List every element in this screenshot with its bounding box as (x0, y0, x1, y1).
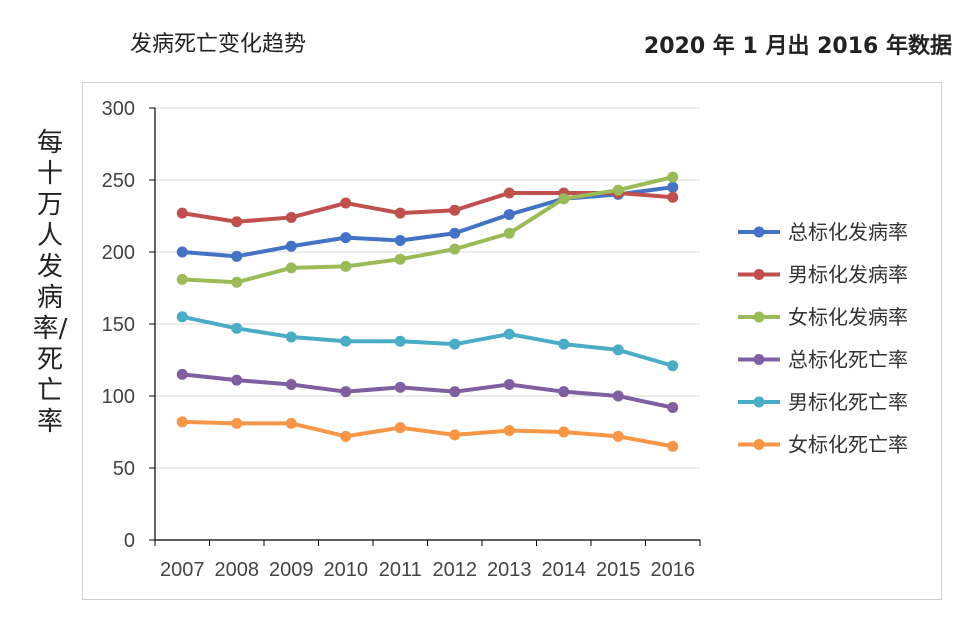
data-point (503, 378, 515, 390)
data-point (285, 378, 297, 390)
legend-marker (753, 396, 765, 408)
y-tick-label: 300 (102, 98, 135, 120)
data-point (176, 273, 188, 285)
data-point (394, 234, 406, 246)
legend-label: 男标化发病率 (788, 263, 908, 287)
y-tick-label: 250 (102, 170, 135, 192)
legend-label: 女标化死亡率 (788, 433, 908, 457)
data-point (340, 260, 352, 272)
data-point (503, 227, 515, 239)
series-line-6 (182, 419, 674, 449)
data-point (285, 262, 297, 274)
data-point (231, 322, 243, 334)
series-line-1 (182, 185, 674, 259)
y-tick-label: 50 (113, 458, 135, 480)
x-tick-label: 2008 (215, 559, 260, 581)
data-point (667, 360, 679, 372)
data-point (503, 328, 515, 340)
data-point (558, 426, 570, 438)
data-point (340, 335, 352, 347)
x-tick-label: 2015 (596, 559, 641, 581)
data-point (340, 386, 352, 398)
data-point (176, 368, 188, 380)
chart-frame (82, 82, 942, 600)
x-tick-label: 2013 (487, 559, 532, 581)
data-point (612, 184, 624, 196)
data-point (612, 344, 624, 356)
data-point (667, 171, 679, 183)
data-point (285, 211, 297, 223)
data-point (667, 191, 679, 203)
data-point (503, 425, 515, 437)
data-point (449, 204, 461, 216)
x-tick-label: 2012 (433, 559, 478, 581)
data-point (231, 250, 243, 262)
y-tick-label: 200 (102, 242, 135, 264)
series-line-4 (182, 372, 674, 410)
x-tick-label: 2010 (324, 559, 369, 581)
data-point (394, 422, 406, 434)
legend-marker (753, 226, 765, 238)
data-point (558, 338, 570, 350)
data-point (231, 276, 243, 288)
x-tick-label: 2009 (269, 559, 314, 581)
data-point (394, 253, 406, 265)
series-line-5 (181, 314, 674, 368)
data-point (394, 335, 406, 347)
legend-marker (753, 439, 765, 450)
x-tick-label: 2011 (379, 559, 422, 581)
data-point (394, 207, 406, 219)
data-point (667, 402, 679, 414)
data-point (285, 240, 297, 252)
data-point (449, 227, 461, 239)
legend-marker (753, 311, 765, 323)
data-point (176, 416, 188, 428)
y-tick-label: 150 (102, 314, 135, 336)
data-point (449, 386, 461, 398)
data-point (667, 440, 679, 452)
x-tick-label: 2014 (542, 559, 587, 581)
legend-marker (753, 354, 765, 365)
series-line-3 (182, 175, 674, 285)
data-point (176, 246, 188, 258)
source-note: 2020 年 1 月出 2016 年数据 (643, 34, 952, 59)
y-tick-label: 100 (102, 386, 135, 408)
data-point (667, 181, 679, 193)
data-point (394, 381, 406, 393)
legend-label: 女标化发病率 (788, 305, 908, 329)
data-point (285, 331, 297, 343)
data-point (503, 187, 515, 199)
page-title: 发病死亡变化趋势 (130, 32, 307, 57)
x-tick-label: 2007 (160, 559, 205, 581)
data-point (285, 417, 297, 429)
x-tick-label: 2016 (651, 559, 696, 581)
data-point (558, 193, 570, 205)
legend-marker (753, 269, 765, 280)
data-point (449, 429, 461, 441)
data-point (612, 390, 624, 402)
legend-label: 男标化死亡率 (788, 390, 908, 414)
data-point (340, 430, 352, 442)
legend-label: 总标化死亡率 (788, 348, 908, 372)
data-point (231, 216, 243, 228)
y-axis-label: 每十万人发病率/死亡率 (32, 128, 68, 437)
data-point (612, 430, 624, 442)
data-point (340, 197, 352, 209)
data-point (449, 243, 461, 255)
data-point (558, 386, 570, 398)
data-point (176, 207, 188, 219)
data-point (340, 232, 352, 244)
data-point (503, 209, 515, 221)
y-tick-label: 0 (124, 530, 135, 552)
data-point (176, 311, 188, 323)
data-point (449, 338, 461, 350)
data-point (231, 374, 243, 386)
legend-label: 总标化发病率 (788, 220, 908, 244)
data-point (231, 417, 243, 429)
